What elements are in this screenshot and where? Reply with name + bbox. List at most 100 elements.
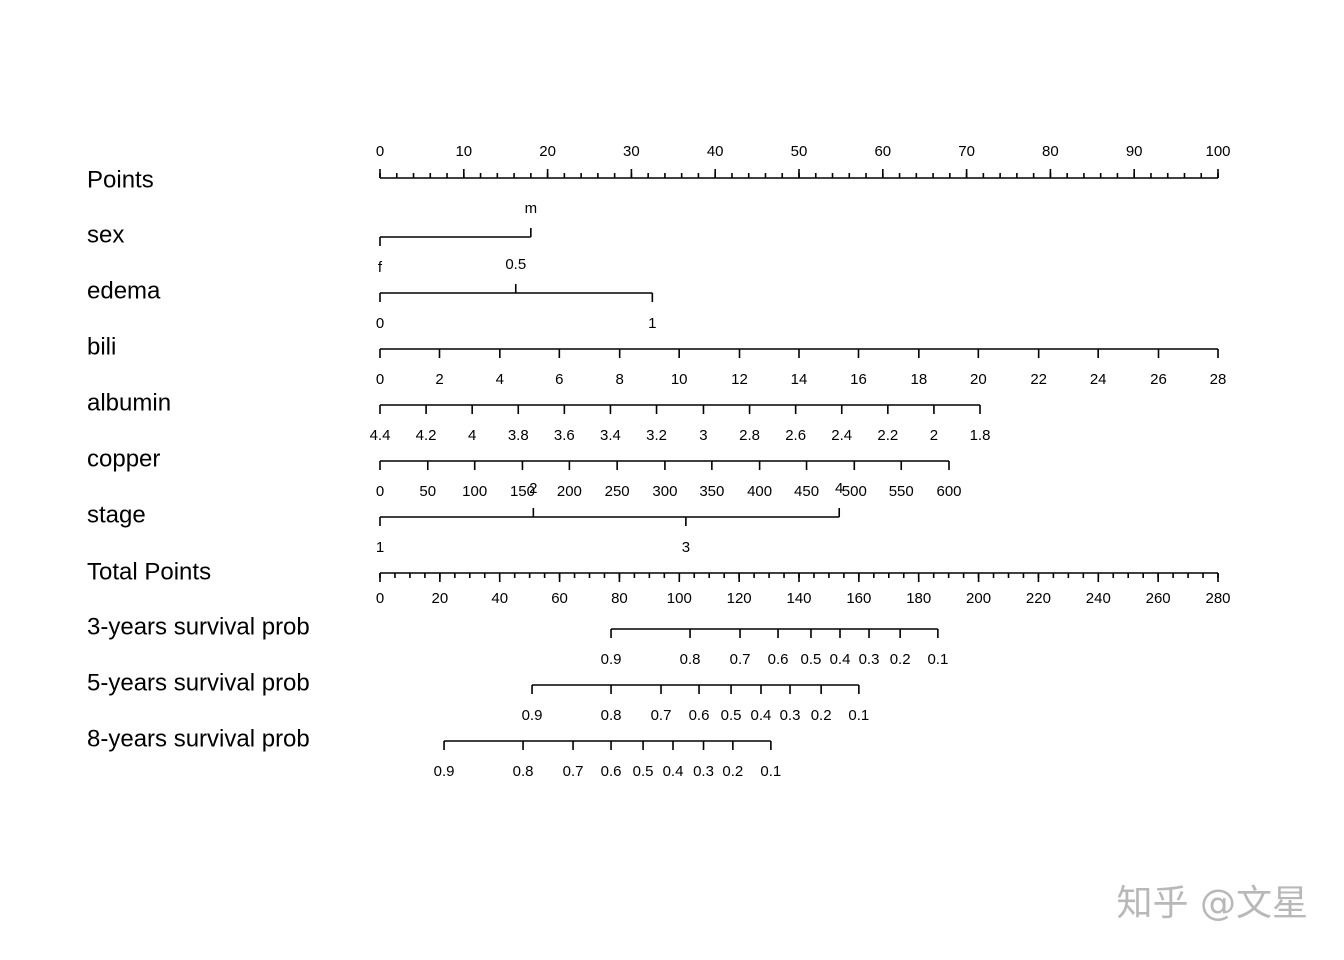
row-label: 3-years survival prob — [87, 613, 310, 640]
tick-label: 500 — [842, 483, 867, 500]
tick-label: 26 — [1150, 371, 1167, 388]
tick-label: 6 — [555, 371, 563, 388]
tick-label: 100 — [1205, 143, 1230, 160]
tick-label: 0.8 — [601, 707, 622, 724]
tick-label: 0.7 — [563, 763, 584, 780]
row-label: stage — [87, 501, 146, 528]
tick-label: 0.5 — [801, 651, 822, 668]
tick-label: 2 — [930, 427, 938, 444]
tick-label: 2.2 — [877, 427, 898, 444]
tick-label: 150 — [510, 483, 535, 500]
tick-label: 18 — [910, 371, 927, 388]
row-label: Points — [87, 166, 154, 193]
row-label: edema — [87, 277, 161, 304]
tick-label: 0.6 — [601, 763, 622, 780]
tick-label: 0.9 — [522, 707, 543, 724]
row-label: bili — [87, 333, 116, 360]
tick-label: 0.2 — [890, 651, 911, 668]
tick-label: 1 — [648, 315, 656, 332]
tick-label: 50 — [791, 143, 808, 160]
tick-label: 4 — [468, 427, 476, 444]
tick-label: 0.8 — [680, 651, 701, 668]
tick-label: 60 — [551, 590, 568, 607]
tick-label: 2 — [435, 371, 443, 388]
tick-label: 0.3 — [780, 707, 801, 724]
row-label: sex — [87, 221, 124, 248]
row-label: albumin — [87, 389, 171, 416]
tick-label: 0.9 — [434, 763, 455, 780]
tick-label: 0 — [376, 590, 384, 607]
tick-label: 0 — [376, 143, 384, 160]
tick-label: 600 — [936, 483, 961, 500]
tick-label: 0.4 — [830, 651, 851, 668]
tick-label: 4.4 — [370, 427, 391, 444]
watermark: 知乎 @文星 — [1117, 883, 1308, 924]
tick-label: 0.9 — [601, 651, 622, 668]
tick-label: 0.6 — [768, 651, 789, 668]
tick-label: 0 — [376, 315, 384, 332]
row-label: 5-years survival prob — [87, 669, 310, 696]
tick-label: 1.8 — [970, 427, 991, 444]
tick-label: 0.7 — [730, 651, 751, 668]
row-label: copper — [87, 445, 160, 472]
tick-label: 0.5 — [721, 707, 742, 724]
row-label: 8-years survival prob — [87, 725, 310, 752]
tick-label: 12 — [731, 371, 748, 388]
tick-label: 120 — [727, 590, 752, 607]
tick-label: 200 — [557, 483, 582, 500]
tick-label: 100 — [462, 483, 487, 500]
tick-label: 16 — [850, 371, 867, 388]
tick-label: f — [378, 259, 383, 276]
tick-label: 3.2 — [646, 427, 667, 444]
tick-label: 70 — [958, 143, 975, 160]
tick-label: 200 — [966, 590, 991, 607]
tick-label: 140 — [786, 590, 811, 607]
tick-label: 10 — [671, 371, 688, 388]
tick-label: 4.2 — [416, 427, 437, 444]
tick-label: 240 — [1086, 590, 1111, 607]
tick-label: 100 — [667, 590, 692, 607]
row-label: Total Points — [87, 558, 211, 585]
tick-label: 2.6 — [785, 427, 806, 444]
tick-label: 40 — [491, 590, 508, 607]
tick-label: 0.1 — [848, 707, 869, 724]
tick-label: 20 — [539, 143, 556, 160]
tick-label: 3.6 — [554, 427, 575, 444]
tick-label: 260 — [1146, 590, 1171, 607]
tick-label: 2.4 — [831, 427, 852, 444]
tick-label: 30 — [623, 143, 640, 160]
tick-label: 3.4 — [600, 427, 621, 444]
tick-label: 8 — [615, 371, 623, 388]
tick-label: 0.3 — [693, 763, 714, 780]
tick-label: 0.2 — [722, 763, 743, 780]
tick-label: 50 — [419, 483, 436, 500]
tick-label: 4 — [835, 480, 843, 497]
tick-label: 180 — [906, 590, 931, 607]
tick-label: 3 — [682, 539, 690, 556]
tick-label: 60 — [874, 143, 891, 160]
tick-label: 1 — [376, 539, 384, 556]
tick-label: 450 — [794, 483, 819, 500]
tick-label: 160 — [846, 590, 871, 607]
tick-label: 90 — [1126, 143, 1143, 160]
tick-label: 0.5 — [633, 763, 654, 780]
tick-label: 0.7 — [651, 707, 672, 724]
tick-label: 0.5 — [505, 256, 526, 273]
tick-label: 40 — [707, 143, 724, 160]
tick-label: 250 — [605, 483, 630, 500]
tick-label: 28 — [1210, 371, 1227, 388]
tick-label: 220 — [1026, 590, 1051, 607]
tick-label: 2.8 — [739, 427, 760, 444]
tick-label: 2 — [529, 480, 537, 497]
tick-label: 14 — [791, 371, 808, 388]
tick-label: 24 — [1090, 371, 1107, 388]
tick-label: 0.8 — [513, 763, 534, 780]
tick-label: 4 — [496, 371, 504, 388]
tick-label: 22 — [1030, 371, 1047, 388]
tick-label: 400 — [747, 483, 772, 500]
tick-label: 0 — [376, 371, 384, 388]
tick-label: 0 — [376, 483, 384, 500]
tick-label: 0.2 — [811, 707, 832, 724]
tick-label: 0.1 — [927, 651, 948, 668]
